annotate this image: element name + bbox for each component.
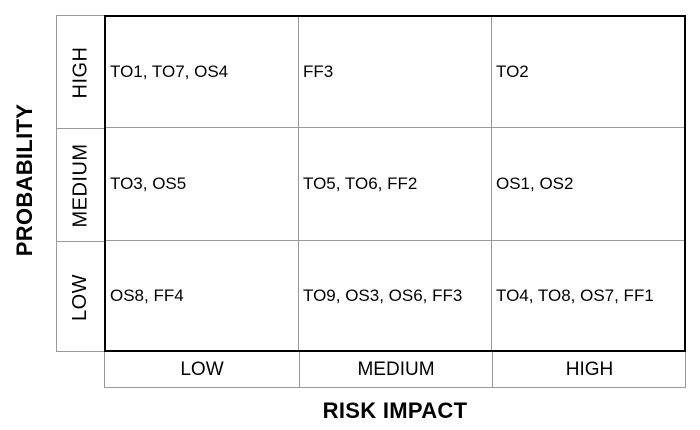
row-label-medium-text: MEDIUM xyxy=(69,142,92,228)
risk-matrix-grid: TO1, TO7, OS4 FF3 TO2 TO3, OS5 TO5, TO6,… xyxy=(104,15,686,352)
grid-divider-horizontal xyxy=(106,127,684,128)
grid-divider-horizontal xyxy=(106,240,684,241)
column-label-medium: MEDIUM xyxy=(299,352,492,387)
cell-medium-probability-medium-impact: TO5, TO6, FF2 xyxy=(303,174,418,193)
x-axis-title: RISK IMPACT xyxy=(322,398,468,423)
impact-column-labels: LOW MEDIUM HIGH xyxy=(104,352,686,388)
cell-medium-probability-low-impact: TO3, OS5 xyxy=(110,174,187,193)
grid-divider-vertical xyxy=(298,17,299,350)
cell-high-probability-high-impact: TO2 xyxy=(496,62,529,81)
cell-low-probability-high-impact: TO4, TO8, OS7, FF1 xyxy=(496,285,654,305)
column-label-high: HIGH xyxy=(492,352,686,387)
row-label-medium: MEDIUM xyxy=(57,128,105,241)
cell-low-probability-low-impact: OS8, FF4 xyxy=(110,285,184,305)
row-label-low-text: LOW xyxy=(69,273,92,321)
row-label-high-text: HIGH xyxy=(69,46,92,98)
row-label-high: HIGH xyxy=(57,16,105,128)
y-axis-title: PROBABILITY xyxy=(3,20,47,340)
grid-divider-vertical xyxy=(491,17,492,350)
row-label-low: LOW xyxy=(57,241,105,352)
cell-medium-probability-high-impact: OS1, OS2 xyxy=(496,174,574,193)
cell-high-probability-medium-impact: FF3 xyxy=(303,62,334,81)
probability-row-labels: HIGH MEDIUM LOW xyxy=(56,15,105,352)
column-label-low: LOW xyxy=(180,358,224,380)
cell-low-probability-medium-impact: TO9, OS3, OS6, FF3 xyxy=(303,285,463,305)
cell-high-probability-low-impact: TO1, TO7, OS4 xyxy=(110,62,229,81)
y-axis-title-text: PROBABILITY xyxy=(12,103,38,257)
